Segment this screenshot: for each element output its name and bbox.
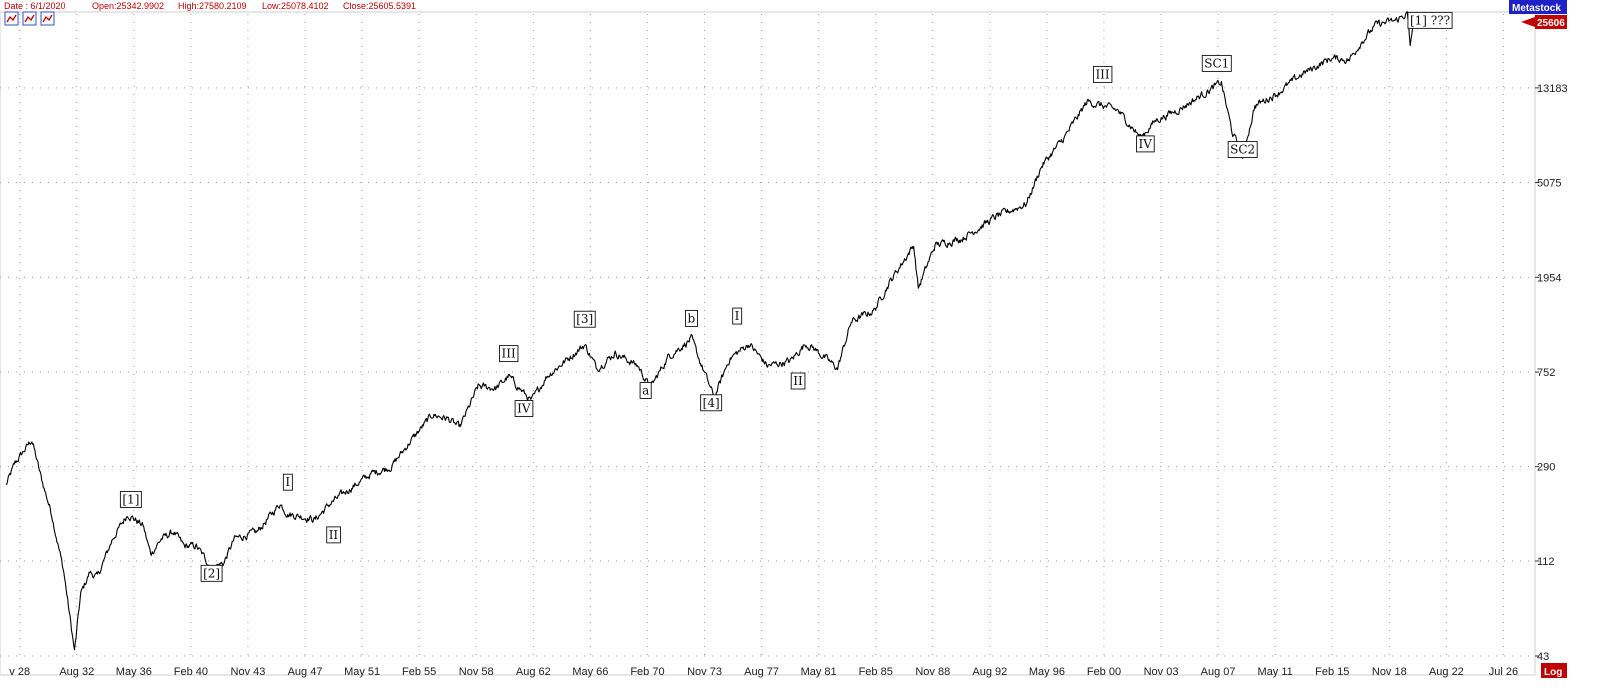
x-tick-label: Aug 32 bbox=[59, 666, 94, 678]
chart-tool-icon[interactable] bbox=[40, 11, 55, 26]
x-tick-label: Nov 03 bbox=[1144, 666, 1179, 678]
x-tick-label: Nov 58 bbox=[459, 666, 494, 678]
svg-text:[1]: [1] bbox=[122, 492, 139, 506]
wave-label: b bbox=[685, 309, 698, 327]
wave-label: II bbox=[790, 372, 806, 390]
source-badge: Metastock bbox=[1509, 0, 1567, 14]
wave-label: [1] ??? bbox=[1407, 11, 1453, 29]
header-low: Low:25078.4102 bbox=[262, 1, 329, 11]
svg-text:SC2: SC2 bbox=[1230, 143, 1255, 157]
svg-text:[1] ???: [1] ??? bbox=[1410, 13, 1450, 27]
y-tick-label: 752 bbox=[1537, 367, 1555, 379]
svg-text:III: III bbox=[1095, 67, 1109, 81]
svg-text:II: II bbox=[793, 374, 803, 388]
y-tick-label: 112 bbox=[1537, 556, 1555, 568]
x-tick-label: Nov 18 bbox=[1372, 666, 1407, 678]
x-tick-label: Feb 00 bbox=[1087, 666, 1121, 678]
wave-label: SC1 bbox=[1201, 54, 1232, 72]
x-tick-label: Feb 55 bbox=[402, 666, 436, 678]
y-tick-label: 13183 bbox=[1537, 83, 1568, 95]
svg-text:[2]: [2] bbox=[203, 566, 220, 580]
header-date: Date : 6/1/2020 bbox=[4, 1, 66, 11]
y-tick-label: 1954 bbox=[1537, 272, 1561, 284]
header-close: Close:25605.5391 bbox=[343, 1, 416, 11]
x-tick-label: May 96 bbox=[1029, 666, 1065, 678]
x-tick-label: May 36 bbox=[116, 666, 152, 678]
chart-tool-icon[interactable] bbox=[22, 11, 37, 26]
wave-label: IV bbox=[514, 400, 534, 418]
svg-text:SC1: SC1 bbox=[1204, 56, 1229, 70]
wave-annotations: [1][2]IIIIIIIV[3]ab[4]IIIIIIIVSC1SC2[1] … bbox=[119, 11, 1453, 582]
source-badge-label: Metastock bbox=[1512, 3, 1561, 14]
log-scale-badge[interactable]: Log bbox=[1541, 663, 1567, 678]
x-tick-label: v 28 bbox=[9, 666, 30, 678]
wave-label: I bbox=[282, 473, 293, 491]
x-tick-label: Aug 47 bbox=[288, 666, 323, 678]
wave-label: I bbox=[732, 307, 743, 325]
y-axis: 43 112 290 752 1954 5075 13183 25606 bbox=[1521, 15, 1568, 663]
svg-text:IV: IV bbox=[517, 402, 531, 416]
x-tick-label: Aug 22 bbox=[1429, 666, 1464, 678]
x-tick-label: May 81 bbox=[801, 666, 837, 678]
x-tick-label: May 51 bbox=[344, 666, 380, 678]
wave-label: II bbox=[326, 526, 341, 544]
svg-text:[3]: [3] bbox=[576, 312, 593, 326]
svg-text:I: I bbox=[285, 475, 290, 489]
x-axis: v 28 Aug 32 May 36 Feb 40 Nov 43 Aug 47 May 51… bbox=[9, 666, 1518, 678]
price-series bbox=[5, 11, 1414, 651]
x-tick-label: Aug 77 bbox=[744, 666, 779, 678]
svg-text:b: b bbox=[688, 311, 696, 325]
x-tick-label: Feb 70 bbox=[630, 666, 664, 678]
wave-label: [4] bbox=[700, 394, 723, 412]
x-tick-label: May 11 bbox=[1258, 666, 1293, 678]
chart-tool-icon[interactable] bbox=[4, 11, 19, 26]
svg-text:III: III bbox=[501, 347, 515, 361]
svg-text:II: II bbox=[329, 528, 339, 542]
header-high: High:27580.2109 bbox=[178, 1, 247, 11]
wave-label: [1] bbox=[119, 491, 142, 508]
wave-label: SC2 bbox=[1227, 141, 1258, 159]
x-tick-label: Nov 43 bbox=[231, 666, 266, 678]
svg-text:IV: IV bbox=[1139, 137, 1153, 151]
wave-label: [2] bbox=[200, 564, 223, 582]
last-price-box bbox=[1535, 15, 1567, 29]
x-tick-label: Aug 62 bbox=[516, 666, 551, 678]
log-scale-label: Log bbox=[1544, 667, 1562, 678]
svg-text:I: I bbox=[735, 309, 740, 323]
y-tick-label: 5075 bbox=[1537, 178, 1561, 190]
x-tick-label: Feb 85 bbox=[859, 666, 893, 678]
wave-label: III bbox=[499, 345, 519, 363]
x-tick-label: Nov 73 bbox=[687, 666, 722, 678]
wave-label: [3] bbox=[573, 310, 596, 328]
svg-text:[4]: [4] bbox=[703, 396, 720, 410]
last-price-arrow bbox=[1521, 17, 1535, 27]
x-tick-label: Nov 88 bbox=[915, 666, 950, 678]
wave-label: III bbox=[1092, 65, 1113, 83]
header-open: Open:25342.9902 bbox=[92, 1, 164, 11]
x-tick-label: Feb 15 bbox=[1315, 666, 1349, 678]
svg-text:a: a bbox=[642, 383, 649, 397]
wave-label: a bbox=[639, 382, 652, 399]
wave-label: IV bbox=[1136, 135, 1155, 153]
y-tick-label: 290 bbox=[1537, 462, 1555, 474]
x-tick-label: Aug 07 bbox=[1201, 666, 1236, 678]
x-tick-label: Jul 26 bbox=[1489, 666, 1518, 678]
x-tick-label: Feb 40 bbox=[174, 666, 208, 678]
x-tick-label: May 66 bbox=[572, 666, 608, 678]
last-price-label: 25606 bbox=[1537, 18, 1565, 29]
y-tick-label: 43 bbox=[1537, 651, 1549, 663]
x-tick-label: Aug 92 bbox=[972, 666, 1007, 678]
price-line bbox=[5, 11, 1414, 651]
